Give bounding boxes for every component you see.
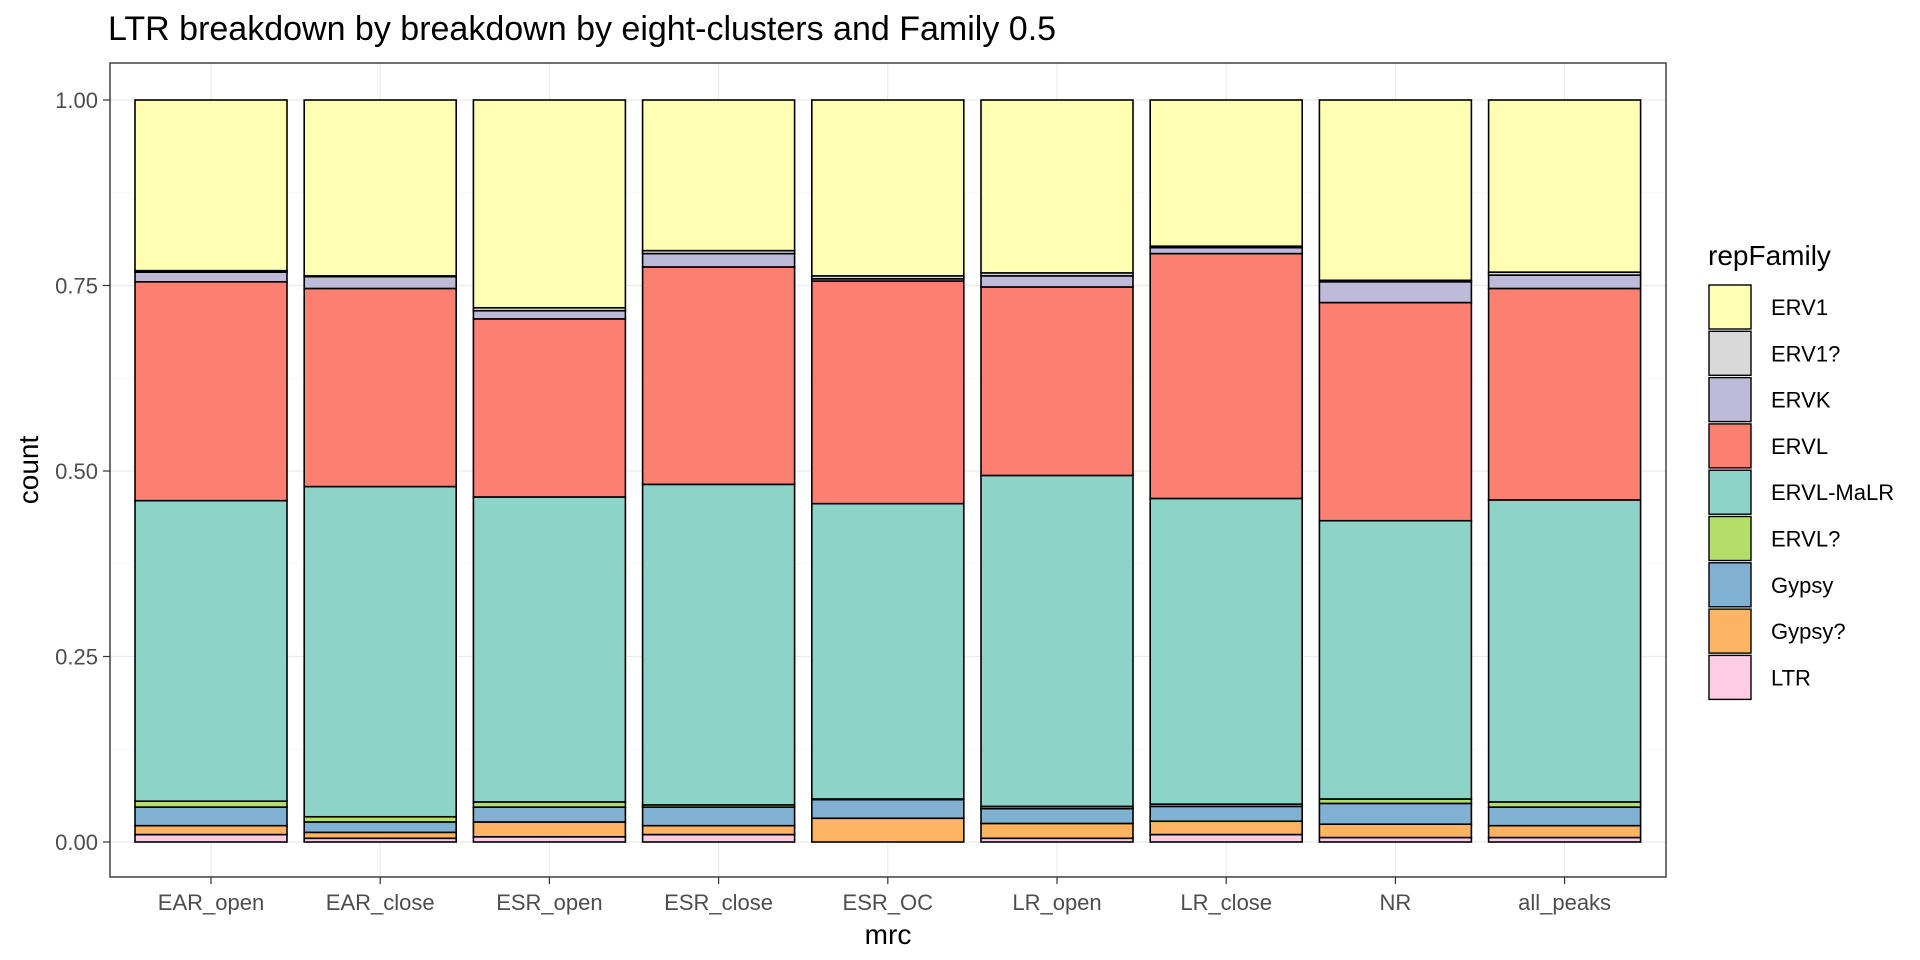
bar-segment-LR_close-ERVK — [1149, 246, 1303, 255]
bars — [134, 99, 1642, 843]
bar-segment-EAR_close-Gypsy? — [303, 831, 458, 840]
bar-segment-all_peaks-Gypsy? — [1487, 824, 1642, 839]
bar-segment-ESR_close-ERVL-MaLR — [641, 483, 796, 806]
bar-segment-ESR_close-LTR — [641, 833, 796, 843]
bar-segment-EAR_open-Gypsy? — [134, 824, 288, 836]
bar-segment-ESR_close-ERV1 — [641, 99, 796, 252]
x-tick-label-ESR_open: ESR_open — [496, 890, 602, 915]
bar-segment-LR_close-Gypsy — [1149, 805, 1303, 823]
bar-segment-LR_open-ERVL — [980, 286, 1134, 477]
legend-label-ERVK: ERVK — [1771, 388, 1831, 413]
bar-segment-NR-Gypsy — [1318, 802, 1473, 825]
bar-segment-all_peaks-ERVL-MaLR — [1487, 499, 1642, 803]
bar-segment-all_peaks-ERVL — [1487, 287, 1642, 501]
bar-segment-EAR_close-ERV1 — [303, 99, 458, 277]
bar-segment-ESR_close-Gypsy? — [641, 824, 796, 836]
legend-key-ERVL — [1708, 423, 1752, 469]
y-axis: 0.00 0.25 0.50 0.75 1.00 — [55, 88, 110, 855]
legend-key-ERV1 — [1708, 284, 1752, 330]
legend-label-ERVL-MaLR: ERVL-MaLR — [1771, 480, 1894, 505]
y-axis-title: count — [13, 436, 44, 505]
bar-segment-ESR_open-Gypsy? — [472, 821, 627, 838]
legend-key-ERVK — [1708, 376, 1752, 423]
bar-segment-NR-ERVK — [1318, 280, 1473, 304]
bar-segment-ESR_open-Gypsy — [472, 806, 627, 823]
bar-segment-ESR_open-ERVL — [472, 318, 627, 498]
legend-label-ERV1?: ERV1? — [1771, 341, 1840, 366]
bar-segment-ESR_close-ERVL — [641, 266, 796, 486]
bar-segment-LR_open-ERVL-MaLR — [980, 474, 1134, 808]
legend-label-Gypsy?: Gypsy? — [1771, 619, 1846, 644]
legend-label-ERVL: ERVL — [1771, 434, 1828, 459]
bar-segment-LR_close-ERVL-MaLR — [1149, 497, 1303, 805]
y-tick-label: 0.75 — [55, 274, 98, 299]
legend-title: repFamily — [1708, 240, 1831, 271]
bar-segment-ESR_open-ERVL-MaLR — [472, 496, 627, 803]
bar-segment-EAR_close-ERVL — [303, 287, 458, 488]
bar-segment-NR-ERV1 — [1318, 99, 1473, 282]
bar-segment-ESR_OC-ERVL — [810, 280, 965, 505]
bar-segment-NR-ERVL — [1318, 301, 1473, 522]
bar-segment-LR_close-Gypsy? — [1149, 820, 1303, 836]
bar-segment-LR_open-ERV1 — [980, 99, 1134, 274]
bar-segment-ESR_close-ERVK — [641, 252, 796, 268]
x-tick-label-LR_open: LR_open — [1012, 890, 1101, 915]
y-tick-label: 0.25 — [55, 645, 98, 670]
x-axis-title: mrc — [865, 919, 912, 950]
bar-segment-LR_open-ERVK — [980, 275, 1134, 288]
y-tick-label: 1.00 — [55, 88, 98, 113]
bar-segment-EAR_open-LTR — [134, 833, 288, 843]
bar-segment-all_peaks-Gypsy — [1487, 806, 1642, 827]
bar-segment-ESR_OC-Gypsy? — [810, 817, 965, 843]
bar-segment-LR_close-ERVL — [1149, 252, 1303, 500]
x-tick-label-EAR_open: EAR_open — [158, 890, 264, 915]
bar-segment-EAR_open-ERVL-MaLR — [134, 499, 288, 802]
bar-segment-ESR_OC-ERV1 — [810, 99, 965, 277]
legend: repFamily ERV1 ERV1? ERVK ERVL ERVL-MaLR ERVL… — [1708, 240, 1894, 701]
x-tick-label-all_peaks: all_peaks — [1518, 890, 1611, 915]
x-tick-label-ESR_OC: ESR_OC — [843, 890, 934, 915]
bar-segment-NR-Gypsy? — [1318, 823, 1473, 839]
bar-segment-ESR_close-Gypsy — [641, 806, 796, 827]
bar-segment-EAR_close-Gypsy — [303, 821, 458, 834]
legend-key-ERV1? — [1708, 330, 1752, 376]
legend-key-ERVL? — [1708, 515, 1752, 562]
legend-key-Gypsy? — [1708, 608, 1752, 654]
x-tick-label-ESR_close: ESR_close — [664, 890, 773, 915]
legend-label-ERVL?: ERVL? — [1771, 527, 1840, 552]
legend-label-ERV1: ERV1 — [1771, 295, 1828, 320]
bar-segment-ESR_open-ERV1 — [472, 99, 627, 309]
x-axis: EAR_open EAR_close ESR_open ESR_close ESR_OC… — [158, 877, 1611, 915]
y-tick-label: 0.00 — [55, 830, 98, 855]
bar-segment-NR-ERVL-MaLR — [1318, 519, 1473, 800]
bar-segment-ESR_OC-ERVL-MaLR — [810, 502, 965, 800]
bar-segment-EAR_open-ERVL? — [134, 800, 288, 808]
bar-segment-LR_close-LTR — [1149, 833, 1303, 843]
chart-title: LTR breakdown by breakdown by eight-clus… — [108, 10, 1056, 48]
y-tick-label: 0.50 — [55, 459, 98, 484]
bar-segment-EAR_open-ERVL — [134, 280, 288, 502]
bar-segment-EAR_open-Gypsy — [134, 806, 288, 827]
bar-segment-LR_open-Gypsy? — [980, 822, 1134, 840]
legend-label-Gypsy: Gypsy — [1771, 573, 1833, 598]
x-tick-label-LR_close: LR_close — [1180, 890, 1272, 915]
x-tick-label-NR: NR — [1380, 890, 1412, 915]
legend-label-LTR: LTR — [1771, 665, 1811, 690]
bar-segment-ESR_OC-Gypsy — [810, 798, 965, 820]
x-tick-label-EAR_close: EAR_close — [326, 890, 435, 915]
bar-segment-all_peaks-ERVK — [1487, 274, 1642, 290]
bar-segment-EAR_close-ERVL-MaLR — [303, 485, 458, 818]
legend-key-ERVL-MaLR — [1708, 469, 1752, 515]
legend-key-Gypsy — [1708, 562, 1752, 608]
legend-key-LTR — [1708, 654, 1752, 701]
bar-segment-EAR_open-ERVK — [134, 271, 288, 283]
bar-segment-EAR_close-ERVK — [303, 275, 458, 290]
bar-segment-all_peaks-ERV1 — [1487, 99, 1642, 273]
bar-segment-LR_close-ERV1 — [1149, 99, 1303, 247]
bar-segment-LR_open-Gypsy — [980, 807, 1134, 825]
bar-segment-EAR_open-ERV1 — [134, 99, 288, 272]
bar-segment-ESR_open-ERVK — [472, 309, 627, 320]
